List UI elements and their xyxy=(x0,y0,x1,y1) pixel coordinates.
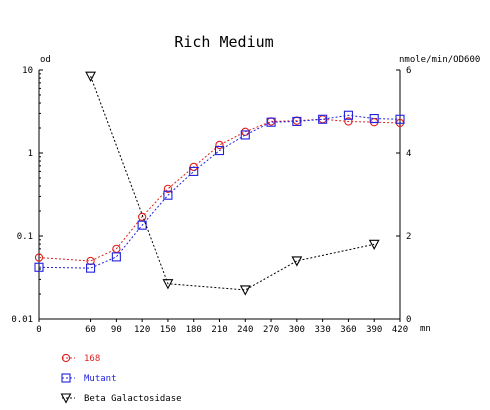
data-point xyxy=(189,166,199,176)
data-point xyxy=(368,239,380,250)
data-point xyxy=(343,110,353,120)
series-2 xyxy=(85,71,380,296)
x-tick-label: 90 xyxy=(111,325,122,335)
x-tick-label: 210 xyxy=(211,325,227,335)
data-point xyxy=(162,279,174,290)
x-tick-label: 150 xyxy=(160,325,176,335)
x-tick-label: 300 xyxy=(289,325,305,335)
axes xyxy=(38,69,401,322)
data-point xyxy=(344,117,353,126)
x-tick-label: 120 xyxy=(134,325,150,335)
series-line xyxy=(38,114,401,269)
series-0 xyxy=(34,115,405,266)
data-point xyxy=(369,114,379,124)
y-right-tick-label: 6 xyxy=(406,66,411,76)
data-point xyxy=(240,130,250,140)
data-point xyxy=(85,71,96,82)
x-tick-label: 420 xyxy=(392,325,408,335)
data-point xyxy=(239,285,251,296)
y-right-unit: nmole/min/OD600 xyxy=(399,55,480,65)
legend-label: Mutant xyxy=(84,374,117,384)
data-point xyxy=(214,146,225,156)
y-left-tick-label: 10 xyxy=(22,66,33,76)
data-point xyxy=(395,114,405,124)
chart-title: Rich Medium xyxy=(174,33,273,51)
x-tick-label: 330 xyxy=(315,325,331,335)
data-point xyxy=(292,116,302,126)
y-left-unit: od xyxy=(40,55,51,65)
y-right-tick-label: 4 xyxy=(406,149,411,159)
x-tick-label: 360 xyxy=(340,325,356,335)
data-point xyxy=(137,212,147,222)
series-line xyxy=(90,76,375,291)
x-tick-label: 60 xyxy=(85,325,96,335)
legend-marker xyxy=(61,373,71,383)
x-unit: mn xyxy=(420,324,431,334)
y-right-tick-label: 2 xyxy=(406,232,411,242)
data-point xyxy=(34,253,44,262)
x-tick-label: 390 xyxy=(366,325,382,335)
series-line xyxy=(38,118,401,262)
tick-labels: 0 60 90 120 150 180 210 240 270 300 330 360 390 4200.… xyxy=(11,66,411,335)
data-point xyxy=(215,140,224,150)
data-point xyxy=(137,220,147,230)
x-tick-label: 0 xyxy=(36,325,41,335)
legend-label: 168 xyxy=(84,354,100,364)
y-left-tick-label: 1 xyxy=(28,149,33,159)
data-point xyxy=(266,117,276,127)
data-point xyxy=(163,190,173,200)
y-left-tick-label: 0.01 xyxy=(11,315,33,325)
legend-marker xyxy=(60,393,72,404)
x-tick-label: 180 xyxy=(186,325,202,335)
x-tick-label: 240 xyxy=(237,325,253,335)
y-right-tick-label: 0 xyxy=(406,315,411,325)
series-1 xyxy=(34,110,405,273)
data-point xyxy=(111,252,121,262)
data-point xyxy=(34,262,44,272)
series-layer xyxy=(34,71,405,296)
data-point xyxy=(163,184,173,193)
data-point xyxy=(318,114,328,124)
data-point xyxy=(86,263,96,273)
legend-label: Beta Galactosidase xyxy=(84,394,182,404)
legend: 168 Mutant Beta Galactosidase xyxy=(60,353,182,404)
y-left-tick-label: 0.1 xyxy=(17,232,33,242)
x-tick-label: 270 xyxy=(263,325,279,335)
legend-marker xyxy=(61,353,71,363)
data-point xyxy=(291,256,303,267)
